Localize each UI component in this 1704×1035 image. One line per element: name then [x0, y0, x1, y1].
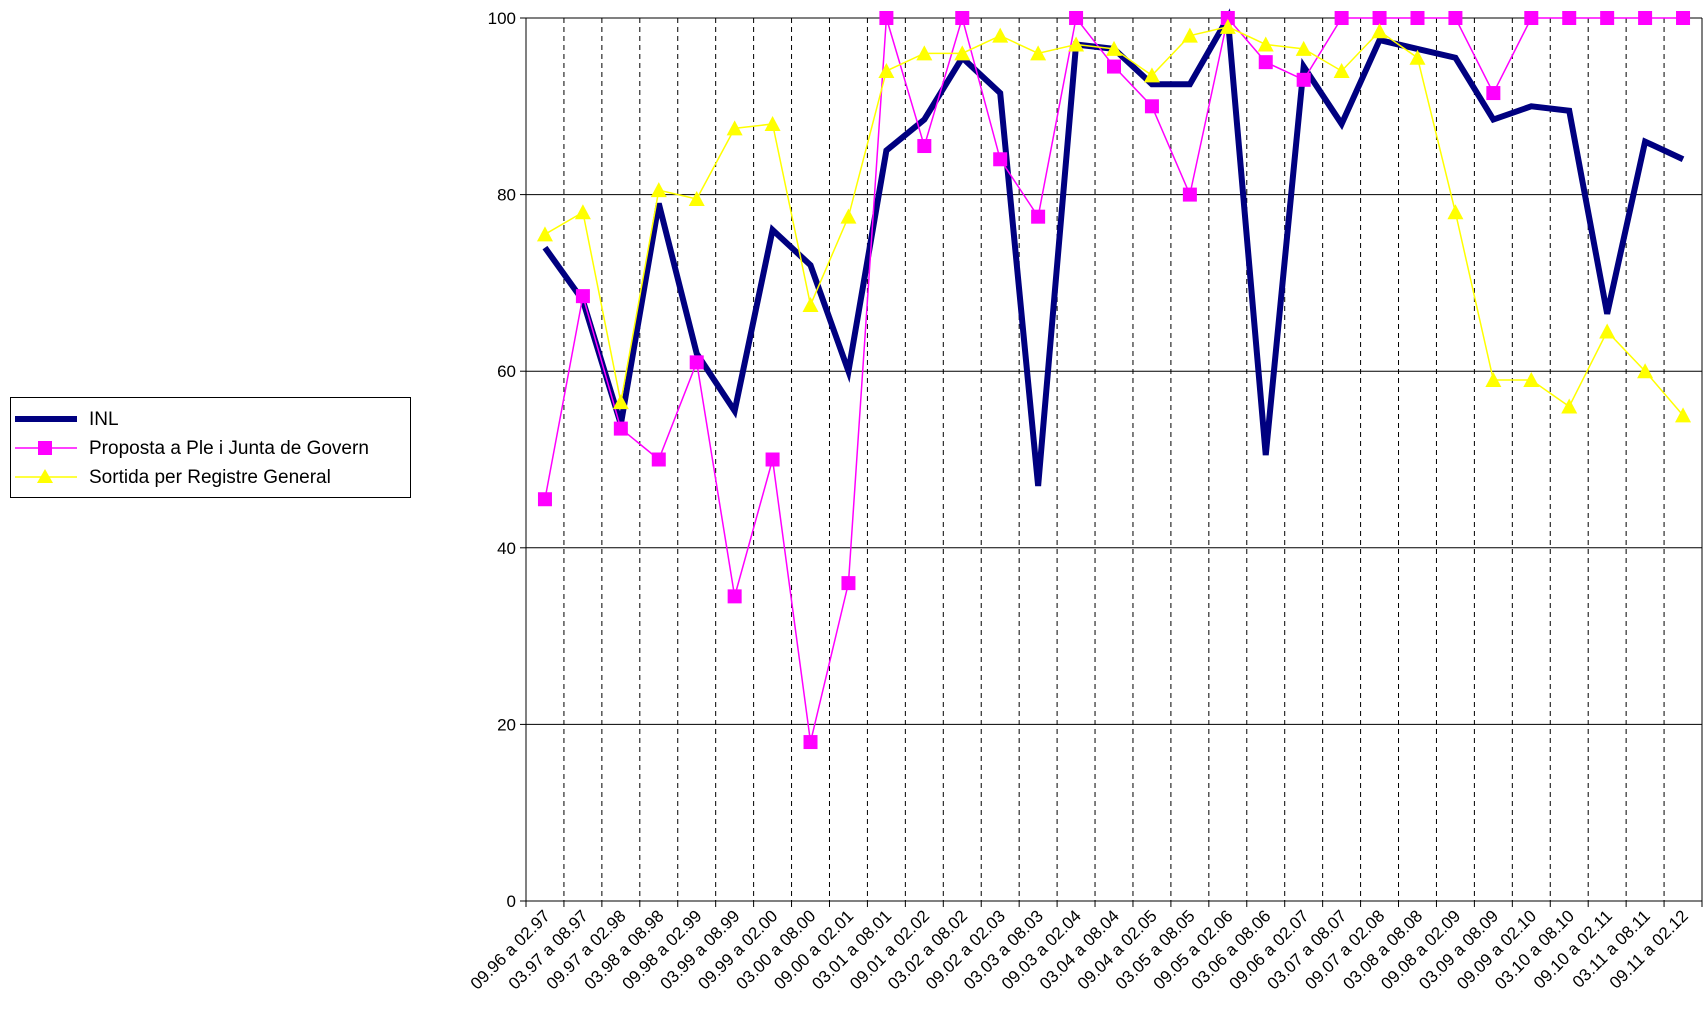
legend-label: Proposta a Ple i Junta de Govern: [89, 438, 369, 459]
data-point: [1485, 372, 1502, 388]
data-point: [1486, 86, 1501, 101]
data-point: [1638, 11, 1653, 25]
data-point: [879, 11, 894, 25]
data-point: [1675, 407, 1692, 423]
data-point: [993, 152, 1008, 167]
data-point: [575, 289, 590, 304]
data-point: [1219, 18, 1236, 34]
legend-swatch-sortida: [15, 469, 77, 483]
data-point: [917, 139, 932, 154]
data-point: [1637, 363, 1654, 379]
data-point: [536, 226, 553, 242]
data-point: [1372, 11, 1387, 25]
data-point: [1181, 27, 1198, 43]
legend-item-sortida: Sortida per Registre General: [11, 465, 410, 489]
data-point: [1447, 204, 1464, 220]
data-point: [1220, 11, 1235, 25]
legend-label: INL: [89, 409, 119, 430]
series-group: [536, 8, 1692, 750]
legend-swatch-inl: [15, 416, 77, 422]
legend-label: Sortida per Registre General: [89, 467, 331, 488]
data-point: [1257, 36, 1274, 52]
legend-item-proposta: Proposta a Ple i Junta de Govern: [11, 436, 410, 460]
data-point: [992, 27, 1009, 43]
data-point: [688, 191, 705, 207]
data-point: [574, 204, 591, 220]
data-point: [1106, 40, 1122, 56]
data-point: [726, 120, 743, 136]
data-point: [802, 296, 819, 312]
data-point: [1561, 398, 1578, 414]
y-tick-label: 20: [497, 715, 516, 734]
data-point: [1333, 62, 1350, 78]
y-tick-label: 100: [488, 9, 516, 28]
data-point: [954, 45, 971, 61]
data-point: [1523, 372, 1540, 388]
data-point: [1144, 99, 1159, 114]
data-point: [537, 492, 552, 507]
legend-item-inl: INL: [11, 407, 410, 431]
data-point: [878, 62, 895, 78]
data-point: [612, 394, 629, 410]
data-point: [765, 452, 780, 467]
data-point: [613, 421, 628, 436]
data-point: [1334, 11, 1349, 25]
data-point: [803, 735, 818, 750]
data-point: [1371, 23, 1388, 39]
legend-swatch-proposta: [15, 441, 77, 455]
data-point: [1107, 59, 1121, 74]
data-point: [955, 11, 970, 25]
data-point: [651, 452, 666, 467]
data-point: [1296, 72, 1311, 87]
data-point: [1143, 67, 1160, 83]
data-point: [1600, 11, 1615, 25]
data-point: [1295, 40, 1312, 56]
data-point: [1068, 36, 1085, 52]
data-point: [650, 182, 667, 198]
data-point: [1258, 55, 1273, 70]
data-point: [916, 45, 933, 61]
grid: [526, 17, 1702, 901]
data-point: [727, 589, 742, 604]
data-point: [1030, 45, 1047, 61]
data-point: [1599, 323, 1616, 339]
data-point: [841, 576, 856, 591]
data-point: [1448, 11, 1463, 25]
data-point: [1410, 11, 1425, 25]
data-point: [1069, 11, 1084, 25]
data-point: [840, 208, 857, 224]
data-point: [689, 355, 704, 370]
legend: INL Proposta a Ple i Junta de Govern Sor…: [10, 397, 411, 498]
y-tick-label: 60: [497, 362, 516, 381]
data-point: [1409, 49, 1426, 65]
data-point: [764, 115, 781, 131]
y-tick-label: 80: [497, 186, 516, 205]
data-point: [1182, 187, 1197, 202]
data-point: [1562, 11, 1577, 25]
data-point: [1524, 11, 1539, 25]
axes: [520, 17, 1703, 907]
y-tick-label: 40: [497, 539, 516, 558]
data-point: [1676, 11, 1691, 25]
data-point: [1031, 209, 1046, 224]
y-tick-label: 0: [507, 892, 516, 911]
